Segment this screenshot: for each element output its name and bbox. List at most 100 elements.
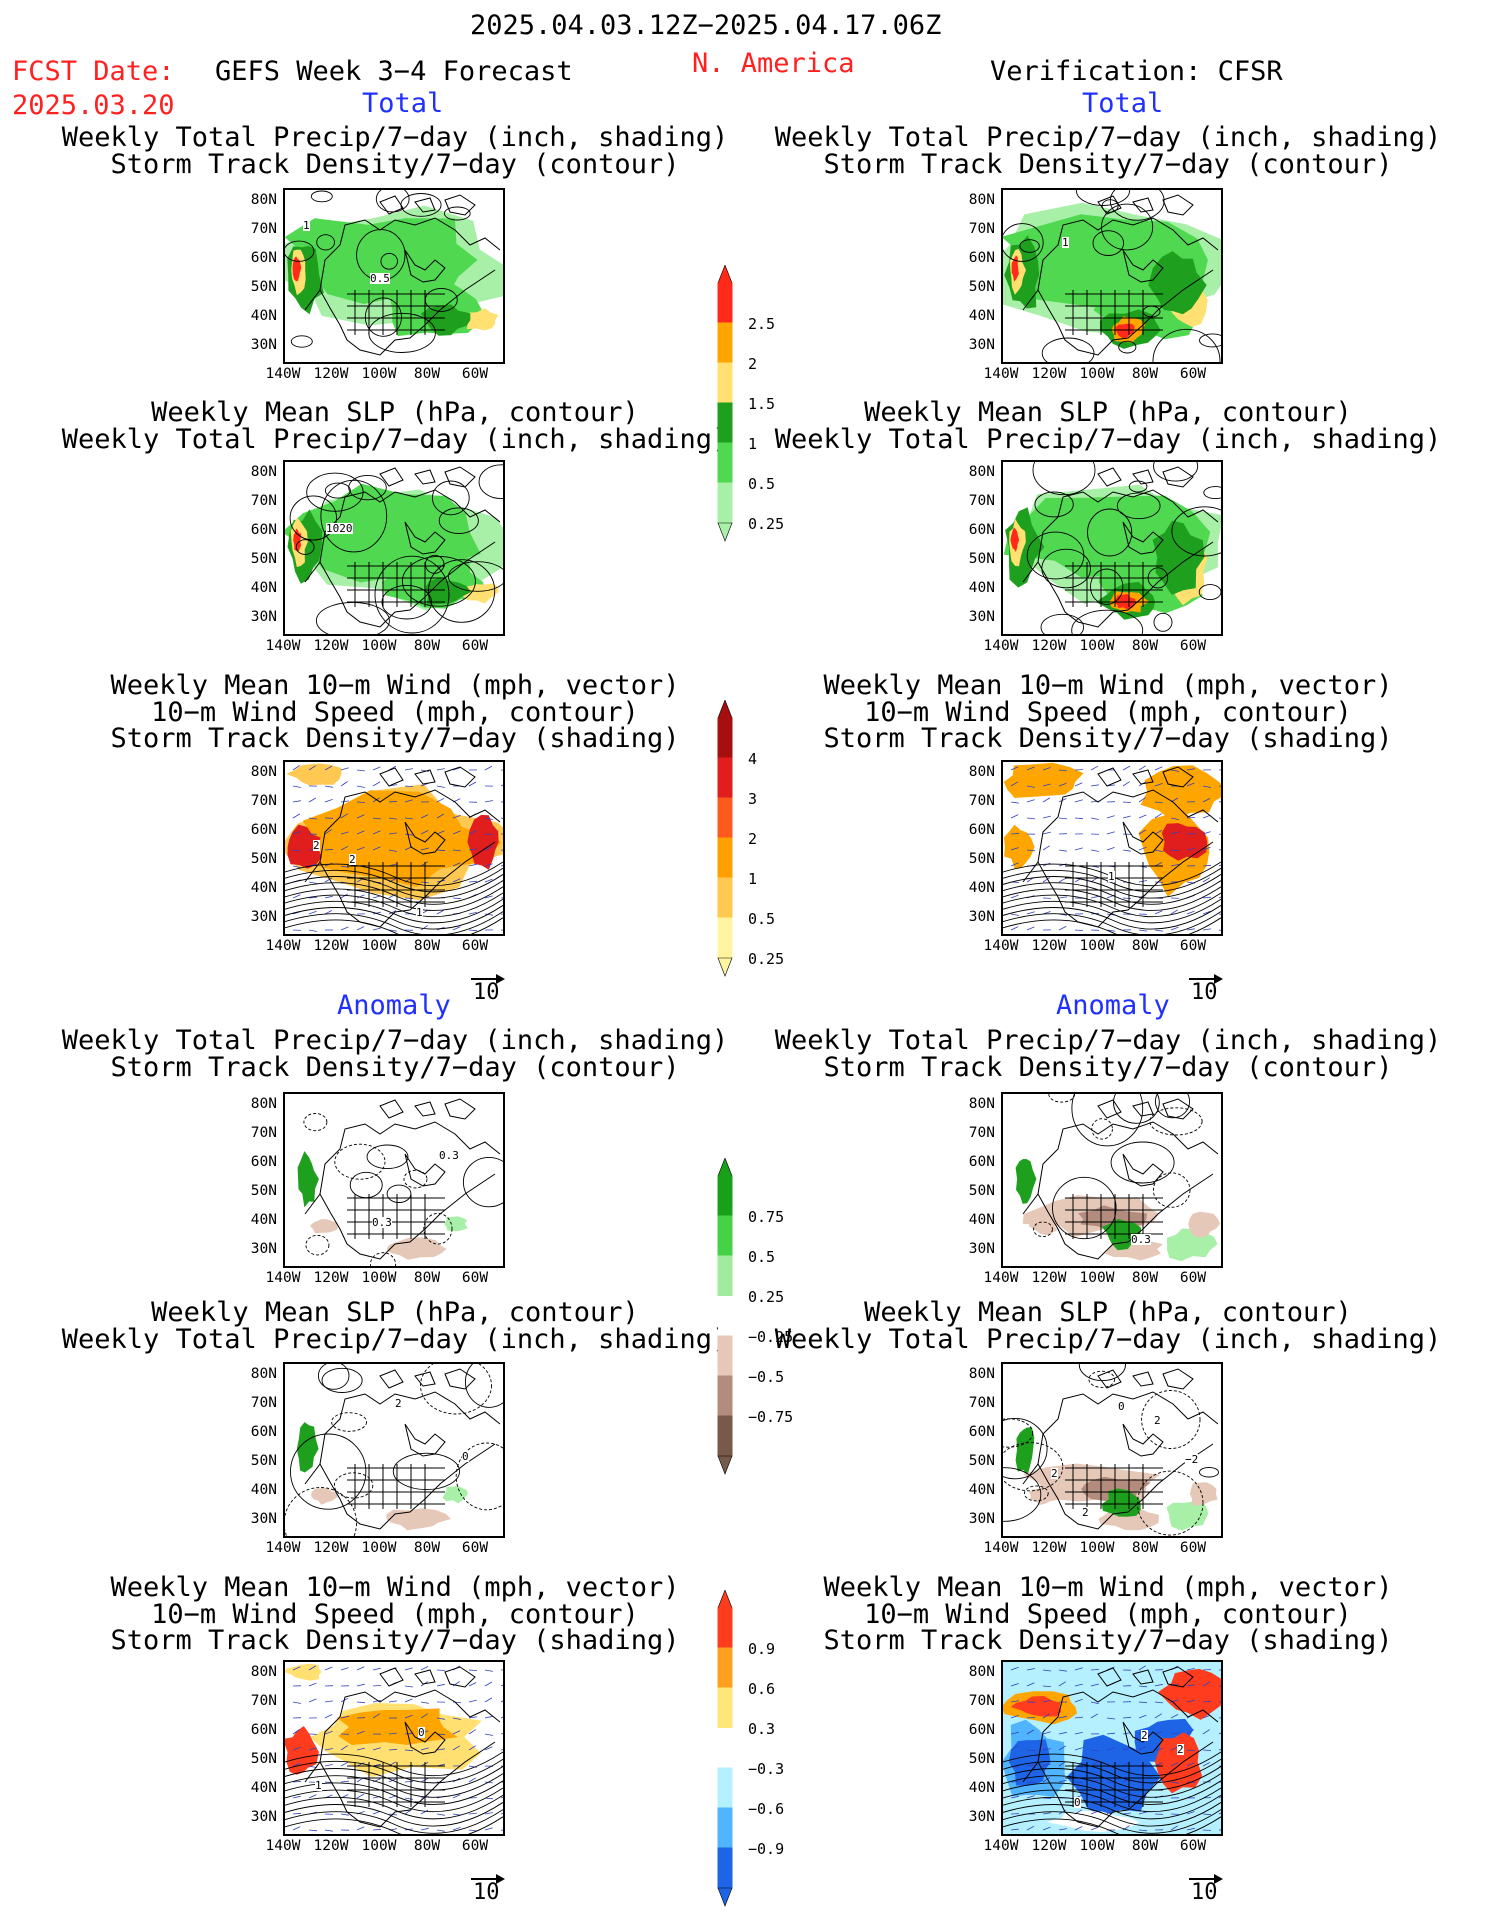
contour-label: 0.3: [372, 1216, 392, 1229]
lat-tick-label: 80N: [968, 1664, 995, 1680]
lat-tick-label: 30N: [250, 609, 277, 625]
colorbar-swatch: [717, 1375, 733, 1417]
colorbar-label: −0.75: [748, 1408, 794, 1426]
lat-tick-label: 80N: [250, 764, 277, 780]
contour-label: −2: [1185, 1453, 1199, 1466]
lon-tick-label: 100W: [1079, 366, 1115, 382]
panel-r5-right-map: 2 2 0 −2 2: [1001, 1362, 1223, 1538]
lat-tick-label: 60N: [250, 1154, 277, 1170]
lon-tick-label: 120W: [1031, 938, 1067, 954]
lat-tick-label: 80N: [968, 1096, 995, 1112]
colorbar-swatch: [718, 1296, 732, 1336]
panel-r1-left-map: 1 0.5: [283, 188, 505, 364]
shading-region: [1161, 823, 1208, 861]
lon-tick-label: 100W: [1079, 1270, 1115, 1286]
vector-ref-arrow: [1189, 1874, 1223, 1884]
lat-tick-label: 40N: [968, 308, 995, 324]
coastline: [1022, 1666, 1219, 1828]
contour-lines: [1033, 1094, 1203, 1240]
lon-tick-label: 60W: [1179, 638, 1207, 654]
fcst-label: FCST Date:: [12, 56, 175, 87]
wind-speed-contours: [285, 1751, 503, 1834]
lat-tick-label: 30N: [968, 337, 995, 353]
lon-tick-label: 100W: [1079, 1838, 1115, 1854]
lon-tick-label: 140W: [983, 1270, 1019, 1286]
colorbar-swatch: [717, 1415, 733, 1457]
lat-tick-label: 40N: [250, 1780, 277, 1796]
lon-tick-label: 60W: [461, 1270, 489, 1286]
panel-r6-left-title-line: Weekly Mean 10−m Wind (mph, vector): [110, 1572, 680, 1603]
shading-region: [1116, 323, 1135, 339]
shading-region: [444, 1216, 468, 1232]
shading-region: [463, 308, 499, 331]
lat-tick-label: 50N: [968, 551, 995, 567]
colorbar-swatch: [717, 1767, 733, 1809]
panel-r3-right-title: Weekly Mean 10−m Wind (mph, vector) 10−m …: [758, 672, 1458, 753]
panel-r4-left-title-line: Storm Track Density/7−day (contour): [110, 1051, 680, 1083]
lat-tick-label: 30N: [968, 1511, 995, 1527]
colorbar-swatch: [717, 1687, 733, 1729]
colorbar-label: 0.25: [748, 950, 785, 968]
lat-tick-label: 30N: [968, 1809, 995, 1825]
lat-tick-label: 30N: [250, 1241, 277, 1257]
colorbar-swatch: [717, 522, 733, 542]
lat-tick-label: 70N: [250, 493, 277, 509]
lat-tick-label: 70N: [968, 1693, 995, 1709]
panel-r2-left-map: 1020: [283, 460, 505, 636]
lat-tick-label: 50N: [250, 1183, 277, 1199]
colorbar-label: 2: [748, 355, 758, 373]
lon-tick-label: 120W: [1031, 366, 1067, 382]
colorbar-swatch: [717, 442, 733, 484]
lat-tick-label: 70N: [968, 1125, 995, 1141]
panel-r3-right-map: 1: [1001, 760, 1223, 936]
lon-tick-label: 80W: [413, 938, 441, 954]
lat-tick-label: 50N: [968, 1183, 995, 1199]
colorbar-swatch: [717, 877, 733, 919]
lat-tick-label: 60N: [250, 1722, 277, 1738]
contour-label: 1: [303, 219, 310, 232]
lat-tick-label: 60N: [968, 1722, 995, 1738]
panel-r4-right-map: 0.3: [1001, 1092, 1223, 1268]
lat-tick-label: 50N: [250, 1751, 277, 1767]
coastline: [304, 1368, 501, 1530]
lat-tick-label: 60N: [250, 522, 277, 538]
colorbar-swatch: [717, 1647, 733, 1689]
panel-r6-left-title: Weekly Mean 10−m Wind (mph, vector) 10−m …: [45, 1572, 745, 1655]
lat-tick-label: 70N: [250, 1395, 277, 1411]
contour-label: 1: [315, 1779, 322, 1792]
panel-r6-right-title-line: Weekly Mean 10−m Wind (mph, vector): [823, 1572, 1393, 1603]
contour-label: 0: [1074, 1796, 1081, 1809]
section-anomaly-right: Anomaly: [1056, 990, 1170, 1021]
lat-tick-label: 60N: [250, 1424, 277, 1440]
panel-r4-left-map: 0.3 0.3: [283, 1092, 505, 1268]
colorbar-label: 2.5: [748, 315, 776, 333]
coastline: [304, 766, 501, 928]
colorbar-swatch: [717, 1158, 733, 1177]
lat-tick-label: 50N: [968, 279, 995, 295]
lat-tick-label: 30N: [968, 909, 995, 925]
lat-tick-label: 70N: [968, 493, 995, 509]
verification-label: Verification: CFSR: [990, 56, 1283, 87]
colorbar-label: −0.6: [748, 1800, 785, 1818]
shading-region: [420, 304, 471, 336]
panel-r6-right-title-line: 10−m Wind Speed (mph, contour): [864, 1598, 1352, 1630]
colorbar-swatch: [717, 957, 733, 977]
panel-r2-right-title-line: Weekly Total Precip/7−day (inch, shading…: [774, 423, 1442, 455]
shading-region: [336, 1708, 458, 1745]
colorbar-swatch: [717, 797, 733, 839]
colorbar-label: −0.25: [748, 1328, 794, 1346]
colorbar-swatch: [717, 282, 733, 324]
lat-tick-label: 60N: [250, 822, 277, 838]
panel-r3-left-title-line: Weekly Mean 10−m Wind (mph, vector): [110, 670, 680, 701]
lon-tick-label: 60W: [461, 638, 489, 654]
lat-tick-label: 40N: [968, 1212, 995, 1228]
contour-label: 1: [1108, 870, 1115, 883]
vector-ref-arrow: [471, 974, 505, 984]
lon-tick-label: 120W: [1031, 1838, 1067, 1854]
contour-label: 2: [1177, 1743, 1184, 1756]
lon-tick-label: 80W: [413, 366, 441, 382]
region-label: N. America: [692, 48, 855, 79]
contour-label: 1: [416, 906, 423, 919]
lon-tick-label: 140W: [983, 366, 1019, 382]
colorbar-label: −0.9: [748, 1840, 785, 1858]
